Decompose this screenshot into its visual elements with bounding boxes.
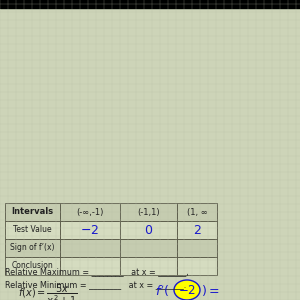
- Bar: [60, 221, 120, 239]
- Text: $f'($: $f'($: [155, 283, 169, 299]
- Bar: [60, 203, 120, 221]
- Bar: [177, 239, 217, 257]
- Text: (-∞,-1): (-∞,-1): [76, 208, 104, 217]
- Bar: [120, 239, 177, 257]
- Bar: [60, 239, 120, 257]
- Bar: [60, 257, 120, 275]
- Text: (-1,1): (-1,1): [137, 208, 160, 217]
- Text: Relative Minimum = ________   at x = _______.: Relative Minimum = ________ at x = _____…: [5, 280, 186, 290]
- Text: $) =$: $) =$: [201, 284, 220, 298]
- Text: $-2$: $-2$: [80, 224, 100, 236]
- Bar: [5, 257, 60, 275]
- Text: $-2$: $-2$: [178, 284, 196, 296]
- Bar: [120, 221, 177, 239]
- Bar: [177, 203, 217, 221]
- Ellipse shape: [174, 280, 200, 300]
- Text: $2$: $2$: [193, 224, 201, 236]
- Text: Conclusion: Conclusion: [12, 262, 53, 271]
- Text: Intervals: Intervals: [11, 208, 54, 217]
- Text: Sign of f’(x): Sign of f’(x): [10, 244, 55, 253]
- Bar: [177, 221, 217, 239]
- Text: Test Value: Test Value: [13, 226, 52, 235]
- Bar: [120, 203, 177, 221]
- Bar: [5, 203, 60, 221]
- Text: $f(x) = \dfrac{5x}{x^2+1}$: $f(x) = \dfrac{5x}{x^2+1}$: [18, 283, 78, 300]
- Text: $0$: $0$: [144, 224, 153, 236]
- Bar: [177, 257, 217, 275]
- Bar: [120, 257, 177, 275]
- Text: (1, ∞: (1, ∞: [187, 208, 207, 217]
- Bar: [5, 239, 60, 257]
- Bar: [5, 221, 60, 239]
- Text: Relative Maximum = ________   at x = _______,: Relative Maximum = ________ at x = _____…: [5, 268, 189, 277]
